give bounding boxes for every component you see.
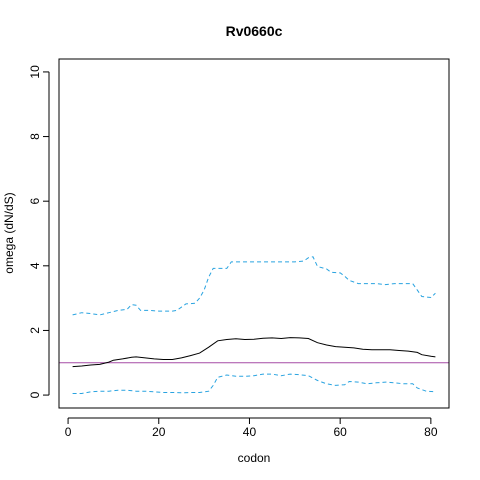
solid-series-line-0 xyxy=(72,337,436,368)
chart-title: Rv0660c xyxy=(226,23,283,39)
x-tick-label: 80 xyxy=(424,425,438,439)
y-axis: 0 2 4 6 8 10 xyxy=(28,65,50,398)
x-axis: 0 20 40 60 80 xyxy=(65,417,438,439)
plot-frame xyxy=(58,58,450,409)
x-tick-label: 40 xyxy=(243,425,257,439)
dashed-series-line-2 xyxy=(72,373,436,394)
y-axis-label: omega (dN/dS) xyxy=(2,192,16,273)
y-tick-label: 8 xyxy=(28,133,42,140)
x-tick-label: 0 xyxy=(65,425,72,439)
dashed-series-line-1 xyxy=(72,256,436,316)
y-tick-label: 0 xyxy=(28,391,42,398)
plot-area xyxy=(59,256,449,394)
y-tick-label: 4 xyxy=(28,262,42,269)
y-tick-label: 2 xyxy=(28,327,42,334)
x-tick-label: 60 xyxy=(333,425,347,439)
y-tick-label: 10 xyxy=(28,65,42,79)
x-tick-label: 20 xyxy=(152,425,166,439)
x-axis-label: codon xyxy=(238,451,271,465)
y-tick-label: 6 xyxy=(28,198,42,205)
